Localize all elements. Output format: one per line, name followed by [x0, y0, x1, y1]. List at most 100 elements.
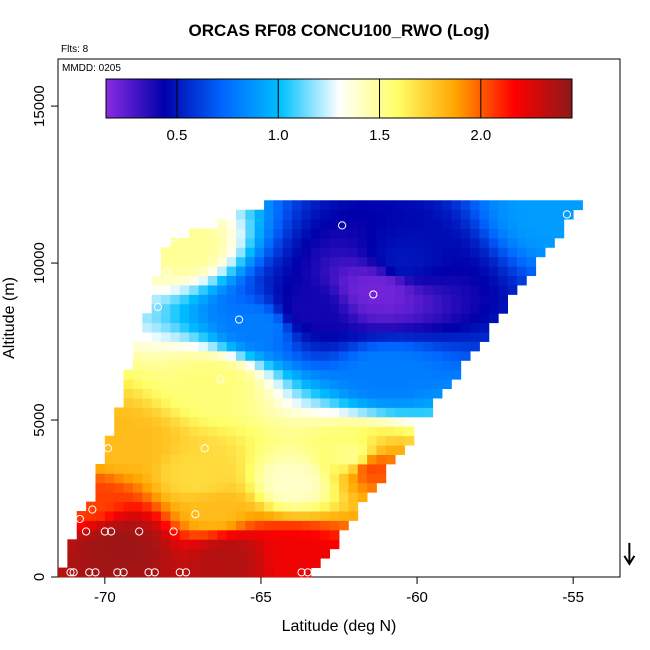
heatmap-cell — [460, 237, 471, 248]
heatmap-cell — [329, 407, 340, 418]
heatmap-cell — [301, 219, 312, 229]
heatmap-cell — [301, 407, 312, 418]
heatmap-cell — [516, 219, 527, 229]
heatmap-cell — [189, 332, 199, 342]
heatmap-cell — [367, 200, 377, 211]
heatmap-cell — [67, 567, 78, 578]
heatmap-cell — [245, 369, 256, 380]
heatmap-cell — [498, 266, 508, 277]
heatmap-cell — [292, 350, 302, 361]
heatmap-cell — [301, 285, 312, 295]
heatmap-cell — [207, 369, 218, 380]
heatmap-cell — [545, 200, 555, 211]
heatmap-cell — [385, 435, 396, 446]
heatmap-cell — [348, 285, 359, 295]
heatmap-cell — [254, 435, 265, 446]
heatmap-cell — [357, 454, 368, 465]
heatmap-cell — [264, 511, 274, 521]
heatmap-cell — [189, 303, 199, 314]
heatmap-cell — [479, 332, 490, 342]
heatmap-cell — [376, 200, 387, 211]
heatmap-cell — [264, 435, 274, 446]
heatmap-cell — [142, 416, 153, 427]
heatmap-cell — [123, 529, 134, 540]
heatmap-cell — [367, 332, 377, 342]
y-axis: 0 5000 10000 15000 — [31, 85, 58, 581]
heatmap-cell — [432, 388, 443, 399]
heatmap-cell — [226, 529, 237, 540]
heatmap-cell — [161, 388, 171, 399]
heatmap-cell — [535, 247, 546, 258]
heatmap-cell — [114, 501, 124, 512]
heatmap-cell — [385, 209, 396, 220]
heatmap-cell — [189, 511, 199, 521]
x-tick-label: -60 — [406, 589, 428, 606]
heatmap-cell — [264, 416, 274, 427]
heatmap-cell — [254, 322, 265, 333]
heatmap-cell — [95, 473, 106, 484]
heatmap-cell — [245, 416, 256, 427]
heatmap-cell — [470, 303, 480, 314]
heatmap-cell — [161, 322, 171, 333]
heatmap-cell — [516, 247, 527, 258]
heatmap-cell — [245, 237, 256, 248]
sample-point — [85, 568, 94, 577]
heatmap-cell — [310, 520, 321, 531]
heatmap-cell — [470, 341, 480, 352]
heatmap-cell — [142, 360, 153, 371]
heatmap-cell — [301, 228, 312, 239]
sample-point — [82, 527, 91, 536]
heatmap-cell — [161, 482, 171, 493]
heatmap-cell — [310, 407, 321, 418]
heatmap-cell — [207, 454, 218, 465]
heatmap-cell — [442, 247, 452, 258]
heatmap-cell — [479, 237, 490, 248]
heatmap-cell — [189, 529, 199, 540]
heatmap-cell — [507, 237, 518, 248]
heatmap-cell — [526, 228, 537, 239]
heatmap-cell — [245, 379, 256, 390]
heatmap-cell — [339, 426, 349, 437]
heatmap-cell — [451, 200, 462, 211]
heatmap-cell — [507, 275, 518, 286]
heatmap-cells — [58, 200, 583, 578]
heatmap-cell — [189, 463, 199, 474]
heatmap-cell — [367, 237, 377, 248]
heatmap-cell — [357, 303, 368, 314]
heatmap-cell — [329, 492, 340, 503]
heatmap-cell — [104, 539, 115, 550]
heatmap-cell — [282, 407, 293, 418]
heatmap-cell — [442, 294, 452, 305]
heatmap-cell — [264, 558, 274, 568]
heatmap-cell — [217, 558, 227, 568]
heatmap-cell — [395, 426, 405, 437]
heatmap-cell — [142, 454, 153, 465]
heatmap-cell — [235, 492, 246, 503]
heatmap-cell — [226, 303, 237, 314]
heatmap-cell — [320, 303, 331, 314]
sample-point — [338, 221, 347, 230]
heatmap-cell — [320, 548, 331, 559]
heatmap-cell — [226, 285, 237, 295]
heatmap-cell — [123, 445, 134, 455]
heatmap-cell — [273, 350, 284, 361]
heatmap-cell — [404, 379, 415, 390]
heatmap-cell — [357, 228, 368, 239]
heatmap-cell — [470, 275, 480, 286]
heatmap-cell — [367, 416, 377, 427]
heatmap-cell — [58, 567, 68, 578]
heatmap-cell — [385, 379, 396, 390]
heatmap-cell — [488, 275, 499, 286]
heatmap-cell — [123, 398, 134, 408]
heatmap-cell — [207, 303, 218, 314]
heatmap-cell — [367, 454, 377, 465]
heatmap-cell — [329, 454, 340, 465]
heatmap-cell — [292, 275, 302, 286]
heatmap-cell — [151, 294, 162, 305]
heatmap-cell — [170, 350, 181, 361]
heatmap-cell — [235, 275, 246, 286]
heatmap-cell — [264, 322, 274, 333]
heatmap-cell — [264, 313, 274, 324]
heatmap-cell — [273, 511, 284, 521]
heatmap-cell — [339, 247, 349, 258]
